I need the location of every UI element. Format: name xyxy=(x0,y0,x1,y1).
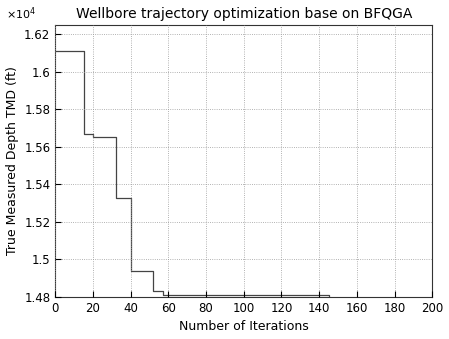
Text: $\times10^4$: $\times10^4$ xyxy=(6,5,36,22)
Title: Wellbore trajectory optimization base on BFQGA: Wellbore trajectory optimization base on… xyxy=(75,7,412,21)
X-axis label: Number of Iterations: Number of Iterations xyxy=(179,320,308,334)
Y-axis label: True Measured Depth TMD (ft): True Measured Depth TMD (ft) xyxy=(5,66,18,255)
